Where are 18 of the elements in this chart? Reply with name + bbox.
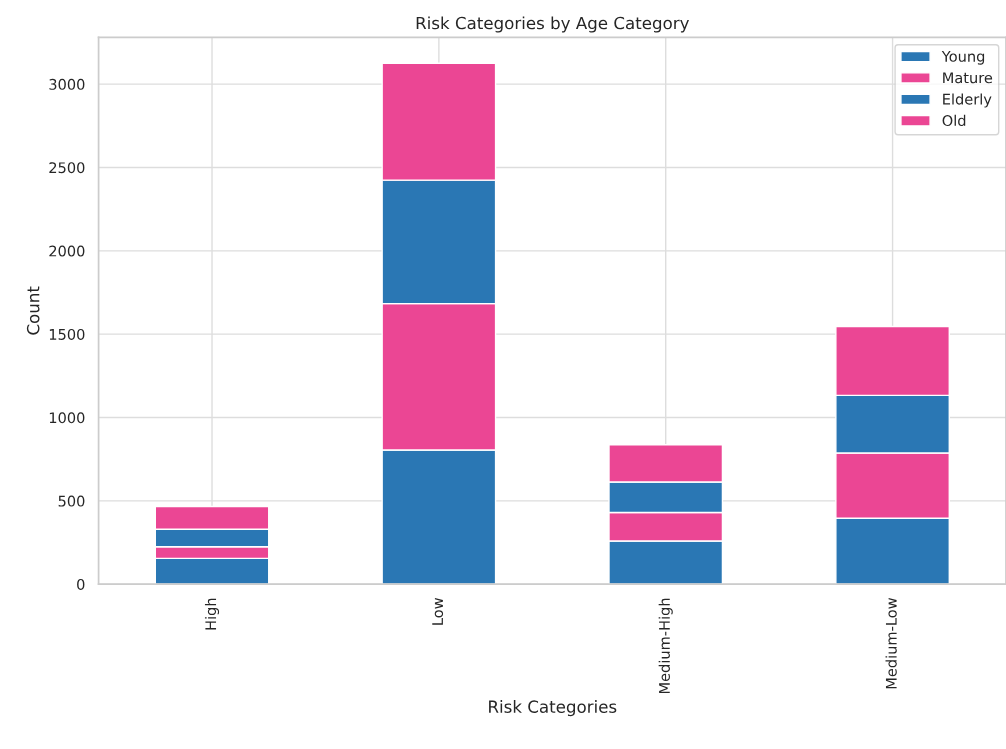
x-tick-label: Medium-High	[658, 598, 673, 694]
x-tick-label: Low	[432, 598, 444, 625]
x-axis-title: Risk Categories	[489, 700, 617, 717]
x-tick-label: High	[204, 598, 220, 630]
y-tick-label: 1000	[49, 412, 85, 424]
y-tick-label: 3000	[49, 78, 85, 90]
legend-label: Elderly	[943, 93, 992, 108]
legend-label: Mature	[943, 72, 993, 84]
legend-label: Young	[941, 51, 985, 65]
x-tick-label: Medium-Low	[885, 598, 897, 689]
y-tick-label: 500	[58, 495, 85, 507]
y-tick-label: 2000	[49, 245, 85, 257]
y-tick-label: 2500	[49, 162, 85, 174]
legend-label: Old	[942, 114, 966, 127]
chart-title: Risk Categories by Age Category	[416, 16, 689, 33]
y-tick-label: 0	[77, 578, 85, 590]
y-tick-label: 1500	[49, 328, 85, 340]
y-axis-title: Count	[26, 286, 40, 335]
